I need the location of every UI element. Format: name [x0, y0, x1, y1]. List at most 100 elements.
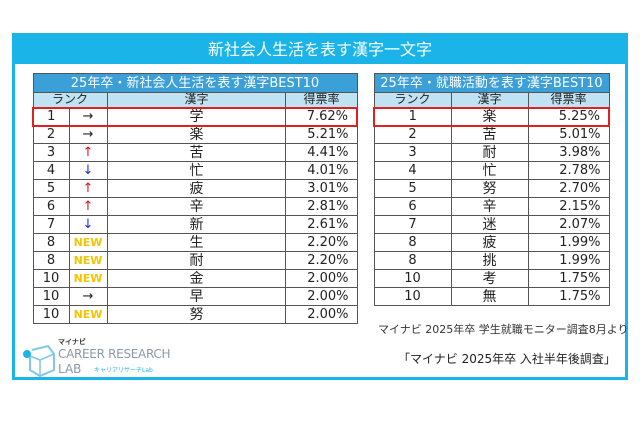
rate-cell: 2.81% [285, 197, 358, 216]
source-label: 「マイナビ 2025年卒 入社半年後調査」 [398, 352, 616, 366]
table-row: 10 NEW 努 2.00% [32, 305, 358, 324]
table-row: 3 ↑ 苦 4.41% [32, 143, 358, 162]
kanji-cell: 楽 [106, 125, 287, 144]
kanji-cell: 忙 [450, 161, 529, 180]
rate-cell: 5.25% [527, 106, 610, 127]
trend-same-icon: → [68, 287, 108, 306]
table-row: 8 疲 1.99% [373, 233, 610, 252]
rank-cell: 6 [32, 197, 70, 216]
table-row: 6 辛 2.15% [373, 197, 610, 216]
rank-cell: 8 [32, 233, 70, 252]
trend-new-icon: NEW [68, 233, 108, 252]
rank-cell: 6 [373, 197, 452, 216]
rank-cell: 1 [32, 106, 70, 127]
col-kanji: 漢字 [450, 92, 529, 108]
rate-cell: 2.78% [527, 161, 610, 180]
kanji-cell: 考 [450, 269, 529, 288]
table-caption: 25年卒・新社会人生活を表す漢字BEST10 [32, 73, 358, 93]
rank-cell: 7 [373, 215, 452, 234]
logo-brand: マイナビ [58, 338, 86, 346]
rank-cell: 5 [373, 179, 452, 198]
kanji-cell: 努 [450, 179, 529, 198]
table-row: 8 NEW 生 2.20% [32, 233, 358, 252]
table-row: 2 苦 5.01% [373, 125, 610, 144]
table-row: 10 → 早 2.00% [32, 287, 358, 306]
rank-cell: 10 [32, 305, 70, 324]
kanji-cell: 疲 [106, 179, 287, 198]
table-row: 10 NEW 金 2.00% [32, 269, 358, 288]
rank-cell: 10 [32, 269, 70, 288]
kanji-cell: 早 [106, 287, 287, 306]
table-row: 10 考 1.75% [373, 269, 610, 288]
rate-cell: 2.61% [285, 215, 358, 234]
trend-up-icon: ↑ [68, 143, 108, 162]
kanji-cell: 苦 [106, 143, 287, 162]
trend-down-icon: ↓ [68, 161, 108, 180]
rank-cell: 4 [373, 161, 452, 180]
trend-new-icon: NEW [68, 305, 108, 324]
new-employee-kanji-table: 25年卒・新社会人生活を表す漢字BEST10 ランク 漢字 得票率 1 → 学 7.6… [32, 73, 359, 324]
rate-cell: 2.70% [527, 179, 610, 198]
kanji-cell: 楽 [450, 106, 529, 127]
table-row: 4 忙 2.78% [373, 161, 610, 180]
table-row: 10 無 1.75% [373, 287, 610, 306]
page-title: 新社会人生活を表す漢字一文字 [15, 36, 625, 64]
rank-cell: 3 [373, 143, 452, 162]
rate-cell: 1.99% [527, 251, 610, 270]
kanji-cell: 無 [450, 287, 529, 306]
rate-cell: 2.07% [527, 215, 610, 234]
col-rank: ランク [373, 92, 452, 108]
rate-cell: 5.01% [527, 125, 610, 144]
table-row: 1 → 学 7.62% [32, 106, 359, 127]
table-row: 7 ↓ 新 2.61% [32, 215, 358, 234]
table-row: 5 ↑ 疲 3.01% [32, 179, 358, 198]
survey-note: マイナビ 2025年卒 学生就職モニター調査8月より [378, 323, 629, 336]
kanji-cell: 疲 [450, 233, 529, 252]
rate-cell: 5.21% [285, 125, 358, 144]
job-hunting-kanji-table: 25年卒・就職活動を表す漢字BEST10 ランク 漢字 得票率 1 楽 5.25% 2… [373, 73, 610, 306]
table-caption: 25年卒・就職活動を表す漢字BEST10 [373, 73, 610, 93]
rate-cell: 1.75% [527, 287, 610, 306]
trend-new-icon: NEW [68, 251, 108, 270]
rank-cell: 1 [373, 106, 452, 127]
rank-cell: 8 [373, 251, 452, 270]
rank-cell: 10 [32, 287, 70, 306]
kanji-cell: 努 [106, 305, 287, 324]
rank-cell: 7 [32, 215, 70, 234]
rate-cell: 2.20% [285, 233, 358, 252]
table-row: 8 挑 1.99% [373, 251, 610, 270]
rate-cell: 2.00% [285, 269, 358, 288]
logo-line2: LAB [58, 362, 82, 376]
rate-cell: 4.01% [285, 161, 358, 180]
kanji-cell: 学 [106, 106, 287, 127]
col-rank: ランク [32, 92, 108, 108]
trend-up-icon: ↑ [68, 197, 108, 216]
table-row: 1 楽 5.25% [373, 106, 610, 127]
trend-same-icon: → [68, 106, 108, 127]
rank-cell: 8 [32, 251, 70, 270]
kanji-cell: 新 [106, 215, 287, 234]
kanji-cell: 耐 [450, 143, 529, 162]
rate-cell: 1.75% [527, 269, 610, 288]
rate-cell: 3.98% [527, 143, 610, 162]
kanji-cell: 忙 [106, 161, 287, 180]
table-row: 8 NEW 耐 2.20% [32, 251, 358, 270]
rank-cell: 4 [32, 161, 70, 180]
rate-cell: 2.00% [285, 305, 358, 324]
kanji-cell: 挑 [450, 251, 529, 270]
rate-cell: 3.01% [285, 179, 358, 198]
rank-cell: 10 [373, 269, 452, 288]
rate-cell: 2.15% [527, 197, 610, 216]
career-research-lab-logo: マイナビ CAREER RESEARCH LAB キャリアリサーチLab [22, 338, 172, 378]
col-rate: 得票率 [285, 92, 358, 108]
kanji-cell: 辛 [450, 197, 529, 216]
kanji-cell: 耐 [106, 251, 287, 270]
logo-cube-icon [23, 344, 55, 378]
col-kanji: 漢字 [106, 92, 287, 108]
rate-cell: 2.00% [285, 287, 358, 306]
rate-cell: 4.41% [285, 143, 358, 162]
trend-same-icon: → [68, 125, 108, 144]
col-rate: 得票率 [527, 92, 610, 108]
logo-line1: CAREER RESEARCH [58, 347, 171, 361]
rank-cell: 2 [32, 125, 70, 144]
